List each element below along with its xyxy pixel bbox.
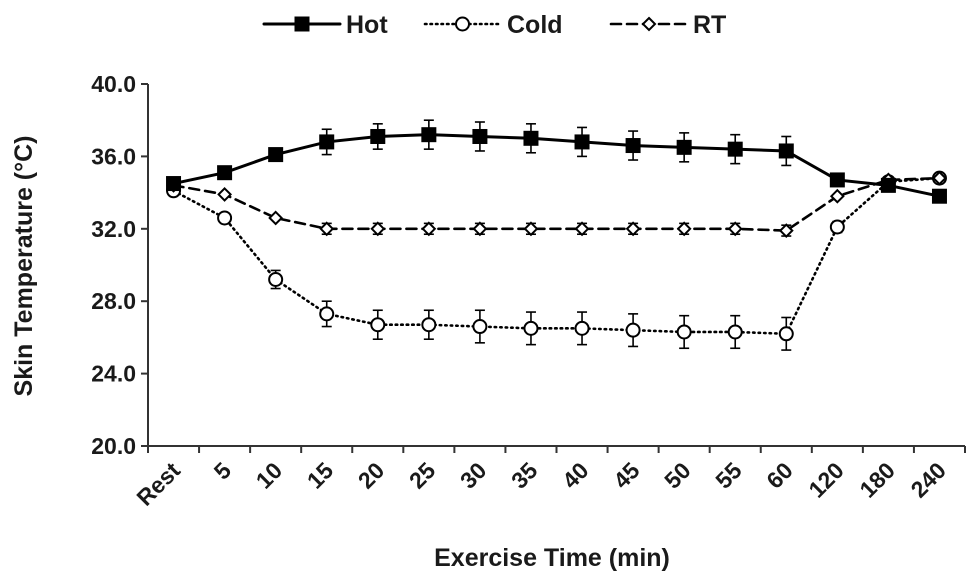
cold-line [172,176,941,336]
rt-marker [421,221,437,237]
x-tick-label: 180 [854,457,900,503]
hot-marker [625,138,641,154]
x-tick-label: 40 [557,457,593,493]
cold-marker [421,317,437,333]
rt-marker [932,170,947,186]
legend-marker-rt [641,16,657,32]
x-axis-label: Exercise Time (min) [434,544,670,572]
cold-marker [625,322,641,338]
cold-marker [574,320,590,336]
cold-marker [676,324,692,340]
hot-marker [829,172,845,188]
hot-marker [676,139,692,155]
rt-marker [523,221,539,237]
hot-marker [472,128,488,144]
legend-item-cold: Cold [423,11,563,39]
legend-marker-hot [294,16,310,32]
rt-marker [268,210,284,226]
x-tick-label: 20 [353,457,389,493]
cold-marker [472,319,488,335]
y-axis-label: Skin Temperature (°C) [10,136,38,397]
x-tick-label: 50 [659,457,695,493]
legend-label-hot: Hot [346,11,388,39]
y-axis-ticks: 20.0 24.0 28.0 32.0 36.0 40.0 [91,71,148,459]
hot-marker [370,128,386,144]
legend-label-cold: Cold [507,11,563,39]
cold-marker [319,306,335,322]
x-axis-ticks: Rest 5 10 15 20 25 30 35 40 45 50 55 60 120 180 240 [131,446,966,511]
cold-marker [217,210,233,226]
hot-line [172,133,941,198]
x-tick-label: 45 [608,457,645,494]
series-layer [166,119,947,351]
legend-label-rt: RT [693,11,726,39]
legend-item-rt: RT [609,11,726,39]
rt-line [172,176,941,232]
hot-marker [523,130,539,146]
series-cold [166,170,947,351]
rt-marker [574,221,590,237]
x-tick-label: 5 [209,457,237,485]
x-tick-label: 55 [710,457,747,494]
cold-marker [778,326,794,342]
cold-marker [370,317,386,333]
hot-marker [268,147,284,163]
axes [147,84,965,447]
rt-marker [727,221,743,237]
y-tick-label: 28.0 [91,288,136,314]
series-rt [166,170,947,239]
rt-marker [370,221,386,237]
cold-marker [523,320,539,336]
rt-marker [625,221,641,237]
cold-marker [727,324,743,340]
rt-marker [778,223,794,239]
rt-marker [829,188,845,204]
rt-marker [319,221,335,237]
legend-item-hot: Hot [262,11,388,39]
x-tick-label: 10 [251,457,287,493]
hot-marker [217,165,233,181]
y-tick-label: 40.0 [91,71,136,97]
rt-marker [676,221,692,237]
hot-marker [166,176,182,192]
legend: Hot Cold RT [262,11,726,39]
y-tick-label: 20.0 [91,433,136,459]
series-hot [166,119,947,204]
y-tick-label: 24.0 [91,361,136,387]
hot-marker [319,134,335,150]
legend-marker-cold [455,16,470,32]
x-tick-label: 60 [761,457,797,493]
x-tick-label: 120 [803,457,849,503]
cold-marker [829,219,845,235]
x-tick-label: Rest [131,457,185,511]
hot-marker [421,127,437,143]
y-tick-label: 32.0 [91,216,136,242]
hot-marker [931,188,947,204]
hot-marker [574,134,590,150]
rt-marker [472,221,488,237]
cold-marker [268,271,284,287]
x-tick-label: 30 [455,457,491,493]
x-tick-label: 240 [905,457,951,503]
x-tick-label: 25 [404,457,441,494]
hot-marker [880,177,896,193]
y-tick-label: 36.0 [91,143,136,169]
hot-marker [778,143,794,159]
rt-marker [217,186,233,202]
x-tick-label: 35 [506,457,543,494]
x-tick-label: 15 [302,457,339,494]
hot-marker [727,141,743,157]
